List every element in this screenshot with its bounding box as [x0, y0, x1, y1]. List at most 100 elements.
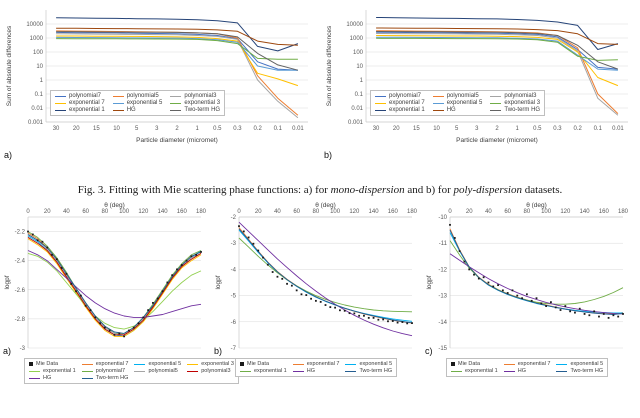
chart-panel-phase-b: -2 -3 -4 -5 -6 -7 0 20 40 60 80 100 120 140 160 180 θ (d…: [213, 200, 422, 384]
series-exponential-5: [27, 235, 202, 337]
svg-text:120: 120: [349, 209, 360, 215]
svg-text:100: 100: [330, 209, 341, 215]
line-marker-icon: [432, 95, 444, 97]
legend-item-two-term-hg: Two-term HG: [81, 375, 129, 381]
legend-item-exponential-1: exponential 1: [55, 107, 105, 113]
legend-label: Mie Data: [458, 361, 481, 367]
svg-text:-2.4: -2.4: [15, 259, 26, 265]
series-exponential-1: [27, 252, 202, 330]
legend-item-exponential-3: exponential 3: [187, 361, 234, 367]
svg-text:1: 1: [195, 126, 199, 132]
caption-text-mid: and b) for: [404, 184, 454, 196]
legend-label: Two-term HG: [95, 375, 129, 381]
svg-text:10: 10: [433, 126, 440, 132]
series-exponential-1: [376, 17, 619, 50]
gridlines: -10 -11 -12 -13 -14 -15: [438, 215, 623, 352]
series-hg: [27, 250, 202, 318]
legend-label: exponential 5: [359, 361, 393, 367]
svg-text:-3: -3: [20, 346, 26, 352]
series-two-term-hg: [56, 31, 299, 71]
legend-item-exponential-7: exponential 7: [81, 361, 128, 367]
svg-text:1: 1: [515, 126, 519, 132]
scatter-mie-data: [27, 230, 202, 338]
series-hg: [238, 221, 413, 337]
svg-text:0.3: 0.3: [553, 126, 562, 132]
line-marker-icon: [240, 370, 251, 372]
legend-label: polynomial3: [201, 368, 231, 374]
svg-text:100: 100: [33, 50, 44, 56]
svg-text:-2: -2: [231, 215, 237, 221]
series-lines: [376, 17, 619, 116]
legend-label: exponential 5: [446, 100, 483, 106]
panel-label-b-top: b): [324, 150, 333, 160]
svg-text:-12: -12: [438, 267, 447, 273]
legend-item-mie-data: Mie Data: [29, 361, 76, 367]
svg-text:0.001: 0.001: [28, 120, 44, 126]
line-marker-icon: [170, 109, 182, 111]
legend-item-exponential-1: exponential 1: [240, 368, 287, 374]
svg-text:20: 20: [44, 209, 51, 215]
svg-text:-15: -15: [438, 346, 447, 352]
svg-text:140: 140: [158, 209, 169, 215]
legend-label: exponential 3: [504, 100, 541, 106]
top-chart-row: 0.001 0.01 0.1 1 10 100 1000 10000 30 20 15 10 5 3 2 1 0…: [0, 0, 640, 176]
series-exponential-3: [27, 238, 202, 337]
legend-label: HG: [126, 107, 136, 113]
svg-text:3: 3: [155, 126, 159, 132]
svg-text:0.1: 0.1: [594, 126, 603, 132]
svg-text:0.1: 0.1: [35, 92, 44, 98]
series-exponential-5: [238, 229, 413, 322]
line-marker-icon: [81, 377, 93, 379]
legend-item-polynomial5: polynomial5: [134, 368, 181, 374]
legend-item-two-term-hg: Two-term HG: [490, 107, 540, 113]
svg-text:0.01: 0.01: [31, 106, 43, 112]
line-marker-icon: [55, 95, 66, 97]
line-marker-icon: [29, 377, 40, 379]
legend-label: polynomial5: [126, 93, 159, 99]
legend-label: Mie Data: [36, 361, 59, 367]
chart-panel-phase-a: -2.2 -2.4 -2.6 -2.8 -3 0 20 40 60 80 100 120 140 160 1…: [2, 200, 239, 384]
legend-label: polynomial7: [389, 93, 422, 99]
series-hg: [376, 27, 618, 45]
legend-label: exponential 3: [184, 100, 221, 106]
legend-item-hg: HG: [292, 368, 340, 374]
line-marker-icon: [490, 102, 502, 104]
svg-text:2: 2: [175, 126, 179, 132]
axes: [27, 216, 201, 348]
legend-label: exponential 3: [201, 361, 234, 367]
legend-label: HG: [446, 107, 456, 113]
plot-phase-function-c: -10 -11 -12 -13 -14 -15 0 20 40 60 80 100 120 140 160 1…: [426, 202, 629, 352]
svg-text:-11: -11: [439, 241, 448, 247]
svg-text:1: 1: [360, 78, 364, 84]
legend-item-exponential-5: exponential 5: [432, 100, 483, 106]
legend-label: polynomial5: [148, 368, 178, 374]
y-axis-title: logpf: [4, 275, 11, 289]
legend-label: polynomial7: [95, 368, 126, 374]
svg-text:140: 140: [580, 209, 591, 215]
legend-item-polynomial3: polynomial3: [490, 93, 540, 99]
plot-phase-function-a: -2.2 -2.4 -2.6 -2.8 -3 0 20 40 60 80 100 120 140 160 1…: [4, 202, 207, 352]
line-marker-icon: [375, 102, 386, 104]
svg-text:10: 10: [356, 64, 363, 70]
series-hg: [449, 253, 624, 315]
line-marker-icon: [375, 109, 386, 111]
legend-label: Two-term HG: [504, 107, 541, 113]
svg-text:-2.6: -2.6: [15, 288, 26, 294]
line-marker-icon: [170, 95, 182, 97]
svg-text:40: 40: [63, 209, 70, 215]
svg-text:-7: -7: [231, 346, 237, 352]
x-tick-labels: 30 20 15 10 5 3 2 1 0.5 0.3 0.2 0.1 0.01: [373, 126, 625, 132]
legend-label: Two-term HG: [359, 368, 393, 374]
svg-text:0: 0: [237, 209, 241, 215]
line-marker-icon: [187, 370, 199, 372]
svg-text:0.01: 0.01: [351, 106, 363, 112]
svg-text:-3: -3: [231, 241, 237, 247]
line-marker-icon: [112, 102, 124, 104]
series-two-term-hg: [238, 228, 413, 324]
y-axis-title: Sum of absolute differences: [326, 25, 333, 106]
series-polynomial7: [56, 31, 298, 71]
line-marker-icon: [503, 363, 515, 365]
legend-item-mie-data: Mie Data: [240, 361, 287, 367]
legend-label: exponential 7: [69, 100, 105, 106]
